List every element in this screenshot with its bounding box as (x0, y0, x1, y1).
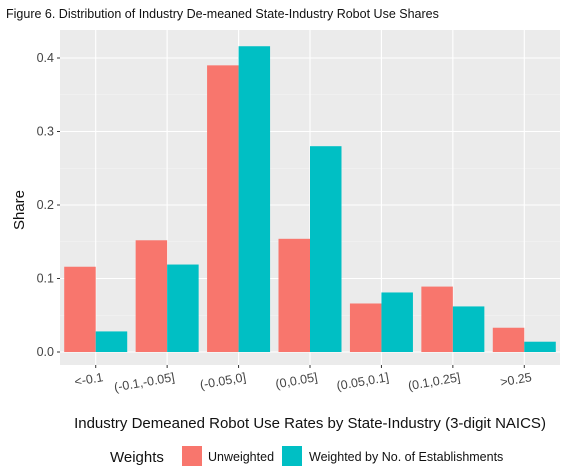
legend-swatch (182, 446, 202, 466)
figure-title: Figure 6. Distribution of Industry De-me… (6, 7, 439, 21)
bar-unweighted (135, 240, 168, 352)
x-axis-title: Industry Demeaned Robot Use Rates by Sta… (74, 415, 546, 432)
legend-swatch (282, 446, 302, 466)
bar-weighted (381, 292, 413, 352)
x-tick-label: (-0.05,0] (199, 370, 247, 392)
bar-weighted (524, 341, 556, 352)
y-tick-label: 0.4 (37, 51, 54, 65)
y-axis: 0.0 0.1 0.2 0.3 0.4 (37, 51, 60, 359)
y-axis-title: Share (11, 190, 28, 230)
x-tick-label: (-0.1,-0.05] (113, 370, 176, 394)
y-tick-label: 0.3 (37, 125, 54, 139)
bar-unweighted (64, 266, 96, 352)
bar-weighted (167, 264, 199, 352)
legend-title: Weights (110, 449, 164, 466)
y-tick-label: 0.1 (37, 272, 54, 286)
x-tick-label: (0.05,0.1] (335, 370, 389, 393)
y-tick-label: 0.2 (37, 198, 54, 212)
x-tick-label: <-0.1 (73, 370, 104, 389)
bar-unweighted (421, 286, 453, 352)
x-tick-label: (0,0.05] (274, 370, 318, 391)
bar-weighted (310, 146, 342, 352)
x-axis: <-0.1 (-0.1,-0.05] (-0.05,0] (0,0.05] (0.05,… (73, 365, 533, 395)
bar-unweighted (492, 327, 525, 352)
bars (64, 46, 556, 353)
bar-unweighted (278, 238, 310, 352)
x-tick-label: (0.1,0.25] (407, 370, 461, 393)
x-tick-label: >0.25 (499, 370, 533, 389)
legend: Weights Unweighted Weighted by No. of Est… (110, 446, 503, 466)
bar-unweighted (349, 303, 382, 352)
bar-weighted (238, 46, 271, 353)
legend-label: Unweighted (208, 450, 274, 464)
bar-weighted (452, 306, 485, 352)
bar-weighted (95, 331, 128, 352)
y-tick-label: 0.0 (37, 345, 54, 359)
legend-label: Weighted by No. of Establishments (309, 450, 503, 464)
bar-unweighted (207, 65, 239, 352)
